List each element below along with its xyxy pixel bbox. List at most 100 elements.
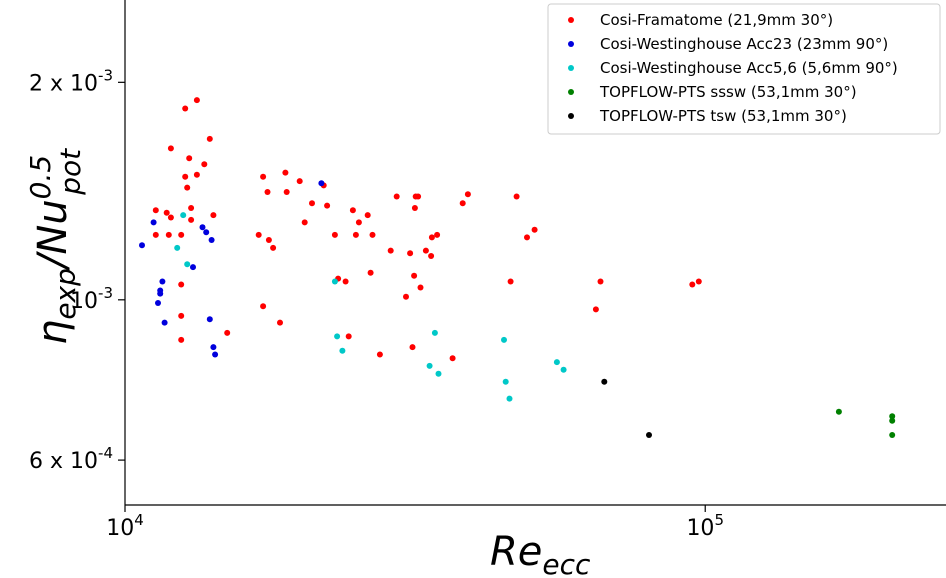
data-point-series-0: [415, 193, 422, 200]
data-point-series-0: [282, 169, 289, 176]
data-point-series-0: [411, 205, 418, 211]
data-point-series-0: [364, 212, 371, 219]
data-point-series-0: [301, 219, 308, 226]
data-point-series-0: [277, 319, 283, 326]
y-axis-ticks: 6 x 10-4 10-3 2 x 10-3: [29, 66, 125, 474]
data-point-series-1: [139, 242, 145, 249]
data-point-series-1: [190, 264, 196, 271]
plot-frame: [124, 0, 946, 506]
data-point-series-2: [184, 261, 191, 268]
data-point-series-0: [167, 145, 174, 152]
data-point-series-0: [403, 293, 409, 300]
data-point-series-1: [206, 316, 213, 323]
y-axis-title: ηexp/Nu0.5pot: [24, 148, 87, 345]
data-point-series-2: [339, 347, 346, 354]
data-point-series-0: [152, 231, 159, 238]
data-point-series-2: [334, 333, 341, 340]
data-point-series-0: [422, 247, 429, 254]
data-points: [139, 97, 896, 438]
data-point-series-0: [355, 219, 362, 226]
data-point-series-0: [309, 200, 315, 207]
data-point-series-0: [695, 278, 702, 285]
legend-marker: [568, 17, 574, 23]
data-point-series-0: [210, 212, 217, 219]
data-point-series-3: [835, 408, 842, 415]
data-point-series-0: [513, 193, 520, 200]
data-point-series-0: [592, 306, 599, 313]
legend-label: Cosi-Framatome (21,9mm 30°): [600, 11, 833, 29]
data-point-series-3: [889, 413, 896, 420]
data-point-series-2: [426, 362, 433, 369]
data-point-series-0: [459, 200, 466, 207]
legend-marker: [568, 113, 574, 119]
data-point-series-4: [646, 432, 652, 438]
data-point-series-0: [178, 231, 185, 238]
data-point-series-3: [889, 417, 896, 424]
data-point-series-0: [167, 214, 174, 221]
legend-marker: [568, 41, 574, 47]
legend-marker: [568, 89, 574, 95]
data-point-series-0: [152, 207, 159, 214]
data-point-series-0: [178, 312, 185, 319]
data-point-series-2: [431, 329, 438, 336]
legend: Cosi-Framatome (21,9mm 30°) Cosi-Westingh…: [547, 3, 941, 135]
x-tick-label: 105: [686, 511, 724, 541]
data-point-series-2: [180, 212, 187, 219]
data-point-series-0: [393, 193, 400, 200]
data-point-series-0: [178, 281, 185, 288]
data-point-series-0: [184, 184, 191, 191]
data-point-series-2: [501, 336, 507, 343]
data-point-series-0: [182, 173, 189, 180]
data-point-series-1: [150, 219, 157, 226]
legend-label: TOPFLOW-PTS sssw (53,1mm 30°): [599, 83, 857, 101]
data-point-series-0: [597, 278, 604, 285]
data-point-series-0: [178, 336, 185, 343]
data-point-series-0: [689, 281, 696, 288]
data-point-series-1: [199, 224, 206, 231]
legend-label: Cosi-Westinghouse Acc23 (23mm 90°): [600, 35, 888, 53]
data-point-series-0: [331, 231, 338, 238]
data-point-series-3: [889, 432, 896, 438]
data-point-series-0: [270, 244, 277, 251]
data-point-series-1: [159, 278, 166, 285]
data-point-series-1: [157, 290, 164, 297]
data-point-series-0: [349, 207, 356, 214]
data-point-series-2: [174, 244, 181, 251]
data-point-series-0: [324, 202, 331, 209]
data-point-series-0: [407, 250, 414, 257]
data-point-series-0: [206, 135, 213, 142]
data-point-series-0: [411, 272, 418, 279]
x-axis-ticks: 104 105: [106, 505, 724, 541]
legend-box: [547, 3, 941, 135]
data-point-series-0: [352, 231, 359, 238]
data-point-series-0: [367, 269, 374, 276]
legend-label: TOPFLOW-PTS tsw (53,1mm 30°): [599, 107, 847, 125]
data-point-series-0: [342, 278, 349, 285]
legend-marker: [568, 65, 574, 71]
data-point-series-0: [283, 189, 290, 195]
data-point-series-2: [435, 370, 442, 377]
data-point-series-0: [193, 171, 200, 178]
data-point-series-0: [260, 303, 267, 310]
data-point-series-0: [186, 155, 193, 162]
data-point-series-2: [553, 359, 560, 366]
data-point-series-0: [464, 191, 471, 198]
data-point-series-0: [224, 329, 231, 336]
data-point-series-0: [188, 205, 195, 211]
data-point-series-1: [208, 237, 215, 243]
data-point-series-0: [449, 355, 456, 362]
x-axis-title: Reecc: [490, 529, 591, 578]
data-point-series-0: [507, 278, 514, 285]
data-point-series-2: [331, 278, 338, 285]
data-point-series-0: [264, 189, 271, 195]
data-point-series-4: [601, 378, 608, 385]
data-point-series-0: [188, 216, 195, 223]
data-point-series-0: [387, 247, 394, 254]
data-point-series-0: [296, 178, 303, 185]
data-point-series-0: [428, 253, 435, 259]
data-point-series-1: [161, 319, 168, 326]
data-point-series-2: [506, 395, 513, 402]
x-tick-label: 104: [106, 511, 144, 541]
data-point-series-0: [531, 226, 538, 233]
data-point-series-1: [203, 229, 210, 236]
